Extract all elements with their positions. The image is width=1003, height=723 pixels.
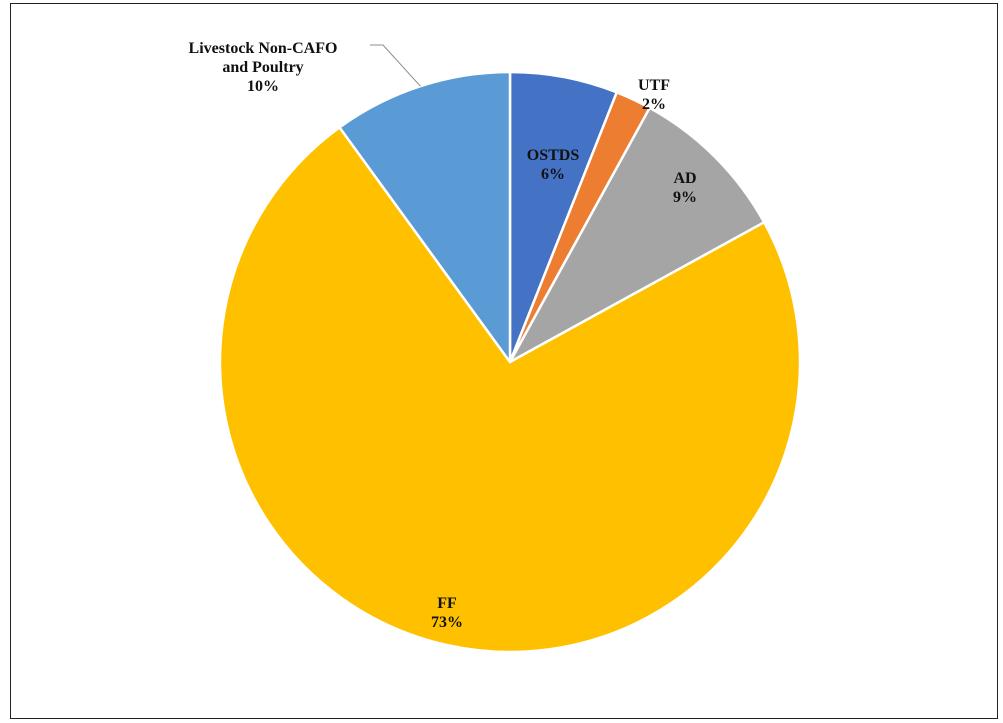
slice-name-ff: FF — [437, 595, 457, 612]
slice-value-ostds: 6% — [541, 166, 565, 183]
slice-name-utf: UTF — [638, 77, 670, 94]
slice-label-livestock-non-cafo-and-poultry: Livestock Non-CAFO and Poultry 10% — [189, 40, 338, 95]
pie-slice-ad — [508, 106, 766, 364]
leader-line-livestock-non-cafo-and-poultry — [370, 44, 421, 87]
pie-slice-ff — [218, 126, 802, 654]
slices-layer — [218, 70, 802, 654]
slice-label-utf: UTF 2% — [638, 77, 670, 113]
slice-value-livestock-non-cafo-and-poultry: 10% — [247, 78, 279, 95]
slice-name-livestock-non-cafo-and-poultry-line-1: Livestock Non-CAFO — [189, 40, 338, 57]
slice-value-ff: 73% — [431, 614, 463, 631]
slice-name-ostds: OSTDS — [527, 147, 580, 164]
pie-slice-livestock-non-cafo-and-poultry — [338, 70, 512, 364]
slice-label-ostds: OSTDS 6% — [527, 147, 580, 183]
leader-lines-layer — [370, 44, 421, 87]
slice-label-ff: FF 73% — [431, 595, 463, 631]
slice-value-ad: 9% — [673, 189, 697, 206]
slice-value-utf: 2% — [642, 96, 666, 113]
slice-name-ad: AD — [673, 170, 696, 187]
labels-layer: OSTDS 6% UTF 2% AD 9% FF 73% Livestock Non-CAFO a… — [189, 40, 697, 631]
slice-name-livestock-non-cafo-and-poultry-line-2: and Poultry — [222, 59, 303, 76]
slice-label-ad: AD 9% — [673, 170, 697, 206]
